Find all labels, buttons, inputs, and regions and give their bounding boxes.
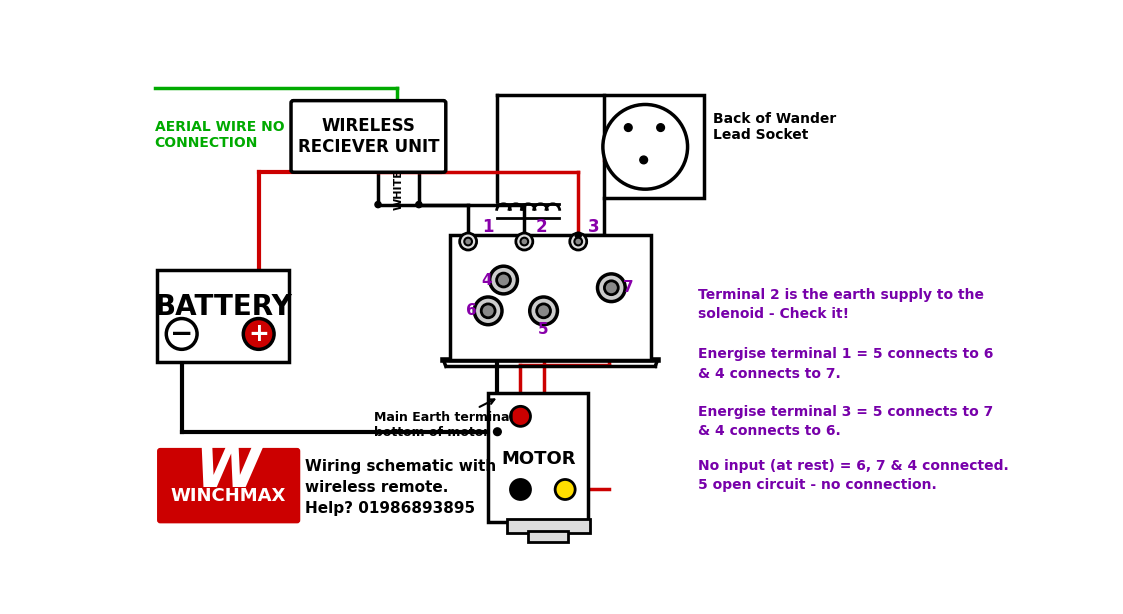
Text: +: + <box>248 322 270 346</box>
Circle shape <box>416 201 422 208</box>
Circle shape <box>555 480 575 500</box>
Circle shape <box>482 304 495 318</box>
Circle shape <box>511 480 530 500</box>
Text: AERIAL WIRE NO
CONNECTION: AERIAL WIRE NO CONNECTION <box>155 120 284 150</box>
Text: No input (at rest) = 6, 7 & 4 connected.
5 open circuit - no connection.: No input (at rest) = 6, 7 & 4 connected.… <box>697 459 1008 492</box>
Text: 6: 6 <box>466 303 476 318</box>
Text: Wiring schematic with
wireless remote.
Help? 01986893895: Wiring schematic with wireless remote. H… <box>304 459 496 516</box>
Circle shape <box>166 319 197 349</box>
Circle shape <box>604 281 619 295</box>
Circle shape <box>640 156 648 164</box>
Circle shape <box>574 238 582 246</box>
Text: BATTERY: BATTERY <box>154 293 292 321</box>
Text: 7: 7 <box>623 280 633 295</box>
Text: WINCHMAX: WINCHMAX <box>171 488 286 505</box>
Text: MOTOR: MOTOR <box>501 449 575 468</box>
Text: 3: 3 <box>588 217 600 236</box>
Circle shape <box>624 124 632 131</box>
Text: 1: 1 <box>482 217 493 236</box>
Text: Terminal 2 is the earth supply to the
solenoid - Check it!: Terminal 2 is the earth supply to the so… <box>697 288 984 321</box>
Circle shape <box>515 233 532 250</box>
Circle shape <box>603 104 687 189</box>
Circle shape <box>459 233 476 250</box>
Text: 5: 5 <box>538 322 549 337</box>
Circle shape <box>520 238 528 246</box>
Circle shape <box>569 233 586 250</box>
Text: Back of Wander
Lead Socket: Back of Wander Lead Socket <box>713 112 837 142</box>
Text: 2: 2 <box>536 217 548 236</box>
Text: WIRELESS
RECIEVER UNIT: WIRELESS RECIEVER UNIT <box>298 117 439 156</box>
FancyBboxPatch shape <box>291 101 446 173</box>
Text: W: W <box>195 441 263 500</box>
Circle shape <box>496 273 511 287</box>
Text: WHITE: WHITE <box>394 169 404 209</box>
Text: Energise terminal 1 = 5 connects to 6
& 4 connects to 7.: Energise terminal 1 = 5 connects to 6 & … <box>697 347 993 381</box>
Bar <box>528 531 568 542</box>
Circle shape <box>575 232 582 238</box>
Circle shape <box>530 297 557 325</box>
Text: Energise terminal 3 = 5 connects to 7
& 4 connects to 6.: Energise terminal 3 = 5 connects to 7 & … <box>697 405 993 438</box>
Circle shape <box>657 124 665 131</box>
Bar <box>604 95 704 198</box>
Circle shape <box>474 297 502 325</box>
Circle shape <box>493 428 501 435</box>
Circle shape <box>464 238 472 246</box>
Circle shape <box>511 406 530 426</box>
Bar <box>157 270 290 362</box>
Circle shape <box>375 201 381 208</box>
Bar <box>489 393 588 522</box>
Circle shape <box>537 304 550 318</box>
Circle shape <box>244 319 274 349</box>
Circle shape <box>597 274 626 301</box>
Bar <box>506 519 590 532</box>
Text: Main Earth terminal
bottom of motor: Main Earth terminal bottom of motor <box>374 399 514 439</box>
FancyBboxPatch shape <box>157 448 300 523</box>
Text: −: − <box>170 320 193 348</box>
Bar <box>449 235 651 360</box>
Text: 4: 4 <box>482 273 492 287</box>
Circle shape <box>490 266 518 294</box>
